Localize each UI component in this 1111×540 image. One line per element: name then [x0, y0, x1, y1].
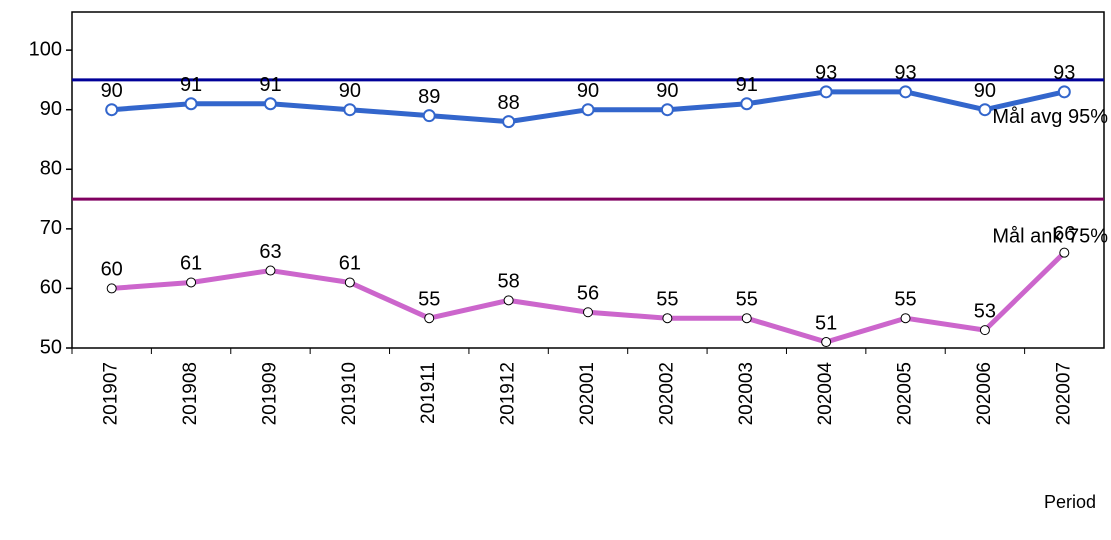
reference-label: Mål ank 75%	[992, 225, 1108, 247]
data-label: 60	[101, 259, 123, 281]
data-label: 63	[259, 241, 281, 263]
x-tick-label: 201907	[101, 362, 122, 425]
data-label: 51	[815, 312, 837, 334]
data-point	[740, 97, 754, 111]
data-label: 55	[418, 288, 440, 310]
data-point	[583, 307, 593, 318]
data-label: 55	[656, 288, 678, 310]
data-label: 93	[1053, 62, 1075, 84]
y-tick-label: 50	[40, 336, 62, 358]
data-label: 88	[497, 92, 519, 114]
x-tick-label: 201910	[339, 362, 360, 425]
x-tick-label: 202001	[577, 362, 598, 425]
reference-label: Mål avg 95%	[992, 106, 1108, 128]
y-tick-label: 70	[40, 217, 62, 239]
data-label: 91	[736, 74, 758, 96]
x-tick-label: 202005	[895, 362, 916, 425]
data-label: 90	[974, 80, 996, 102]
data-label: 55	[736, 288, 758, 310]
data-label: 90	[101, 80, 123, 102]
data-label: 90	[656, 80, 678, 102]
y-tick-label: 60	[40, 277, 62, 299]
data-label: 90	[339, 80, 361, 102]
y-tick-label: 100	[29, 38, 62, 60]
data-label: 91	[180, 74, 202, 96]
x-tick-label: 201908	[180, 362, 201, 425]
data-label: 61	[339, 253, 361, 275]
data-point	[502, 115, 516, 129]
data-label: 90	[577, 80, 599, 102]
data-point	[106, 283, 117, 294]
data-label: 56	[577, 283, 599, 305]
data-point	[899, 85, 913, 99]
data-point	[979, 325, 990, 336]
data-label: 61	[180, 253, 202, 275]
plot-frame	[71, 11, 1105, 349]
data-point	[821, 337, 832, 348]
x-tick-label: 201912	[498, 362, 519, 425]
x-tick-label: 202004	[815, 362, 836, 426]
data-point	[741, 313, 752, 324]
data-label: 93	[815, 62, 837, 84]
data-label: 93	[894, 62, 916, 84]
y-tick-label: 90	[40, 98, 62, 120]
data-point	[1057, 85, 1071, 99]
data-label: 89	[418, 86, 440, 108]
data-label: 91	[259, 74, 281, 96]
data-point	[660, 103, 674, 117]
data-point	[978, 103, 992, 117]
x-tick-label: 202002	[656, 362, 677, 425]
data-point	[105, 103, 119, 117]
data-point	[265, 265, 276, 276]
data-point	[581, 103, 595, 117]
data-point	[1059, 247, 1070, 258]
data-point	[422, 109, 436, 123]
x-tick-label: 201911	[418, 362, 439, 424]
x-tick-label: 201909	[259, 362, 280, 425]
x-tick-label: 202003	[736, 362, 757, 425]
data-point	[662, 313, 673, 324]
data-point	[424, 313, 435, 324]
data-point	[344, 277, 355, 288]
x-tick-label: 202006	[974, 362, 995, 425]
data-point	[186, 277, 197, 288]
data-point	[900, 313, 911, 324]
data-label: 55	[894, 288, 916, 310]
data-point	[819, 85, 833, 99]
x-axis-label: Period	[1044, 492, 1096, 512]
data-label: 66	[1053, 223, 1075, 245]
data-point	[184, 97, 198, 111]
data-label: 53	[974, 300, 996, 322]
y-tick-label: 80	[40, 158, 62, 180]
x-tick-label: 202007	[1053, 362, 1074, 425]
data-label: 58	[497, 271, 519, 293]
data-point	[343, 103, 357, 117]
data-point	[263, 97, 277, 111]
data-point	[503, 295, 514, 306]
